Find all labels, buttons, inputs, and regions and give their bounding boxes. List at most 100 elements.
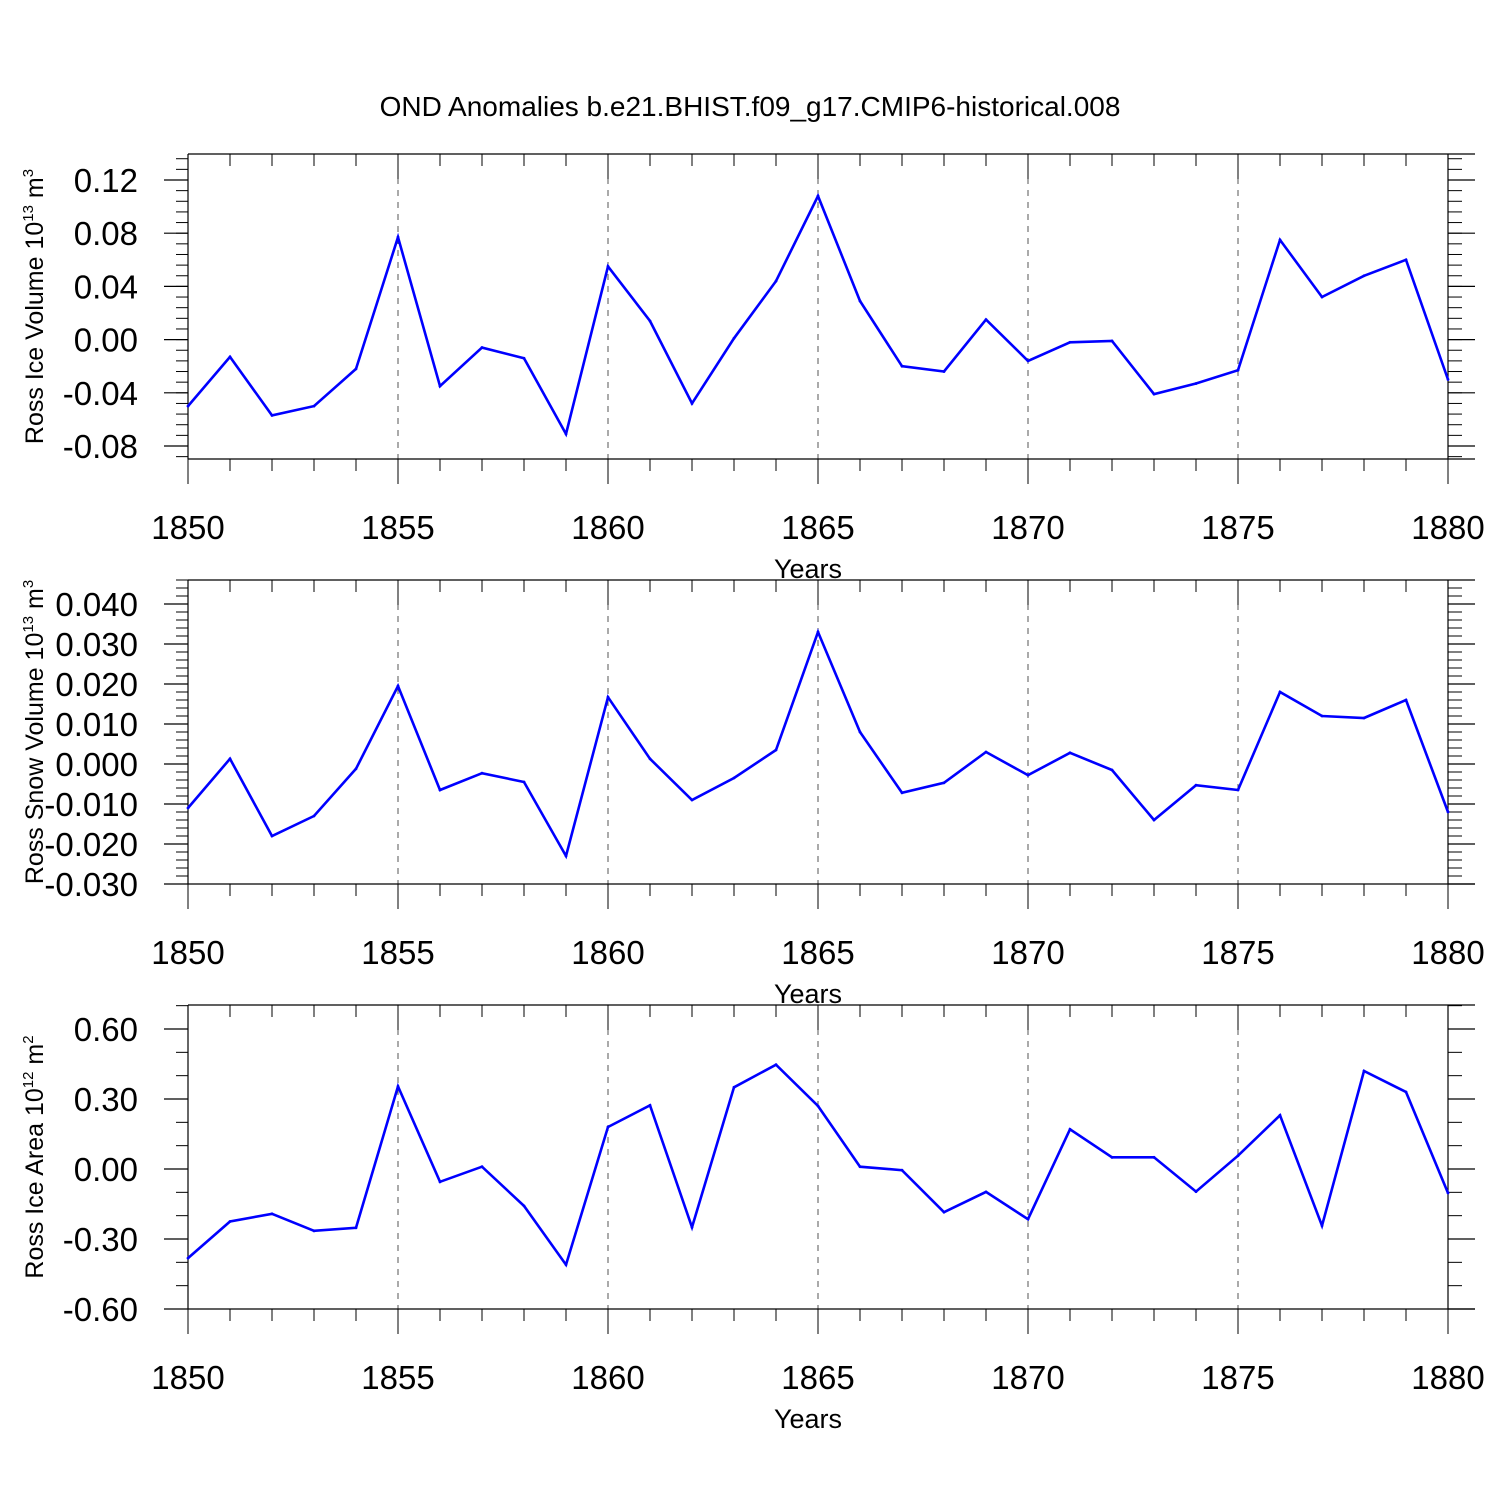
data-point	[1152, 392, 1156, 396]
data-point	[1362, 274, 1366, 278]
data-point	[984, 750, 988, 754]
y-tick-label: 0.00	[74, 322, 138, 359]
data-point	[354, 767, 358, 771]
data-point	[438, 788, 442, 792]
y-tick-label: 0.30	[74, 1081, 138, 1118]
data-point	[606, 695, 610, 699]
data-point	[1236, 368, 1240, 372]
data-point	[228, 1220, 232, 1223]
data-point	[690, 1225, 694, 1229]
y-axis-label-unit-exponent: 3	[20, 580, 37, 588]
x-tick-label: 1855	[361, 934, 434, 971]
data-point	[396, 684, 400, 688]
y-tick-label: 0.020	[55, 666, 138, 703]
x-tick-label: 1880	[1411, 509, 1484, 546]
panel-2: 1850 1855 1860 1865 1870 1875 1880Years-0.030-…	[20, 579, 1485, 1009]
data-point	[1404, 258, 1408, 262]
x-tick-label: 1880	[1411, 1359, 1484, 1396]
data-point	[1026, 359, 1030, 363]
x-tick-label: 1870	[991, 934, 1064, 971]
data-point	[900, 791, 904, 795]
panel-3: 1850 1855 1860 1865 1870 1875 1880 Years -0.60 -0…	[20, 1004, 1485, 1434]
data-point	[606, 265, 610, 268]
figure-title: OND Anomalies b.e21.BHIST.f09_g17.CMIP6-…	[380, 91, 1121, 122]
data-point	[1152, 1155, 1156, 1159]
data-point	[354, 1226, 358, 1230]
data-point	[732, 1085, 736, 1089]
data-point	[228, 355, 232, 359]
data-point	[732, 336, 736, 340]
panel-1: 1850 1855 1860 1865 1870 1875 1880 Years -0.08 -0…	[20, 153, 1485, 584]
data-point	[1110, 339, 1114, 343]
data-point	[774, 748, 778, 752]
data-point	[858, 1165, 862, 1169]
x-tick-label: 1860	[571, 509, 644, 546]
data-point	[984, 1190, 988, 1194]
data-point	[480, 771, 484, 775]
data-point	[1446, 378, 1450, 381]
y-axis-label-text: Ross Snow Volume 10	[21, 633, 49, 885]
data-point	[564, 1263, 568, 1267]
y-tick-label: 0.030	[55, 626, 138, 663]
y-axis-label: Ross Ice Volume 1013 m3	[20, 169, 49, 444]
y-tick-label: -0.60	[63, 1291, 138, 1328]
data-point	[1446, 1191, 1450, 1195]
data-point	[858, 730, 862, 734]
data-point	[522, 1204, 526, 1208]
data-point	[186, 404, 190, 408]
data-point	[942, 1210, 946, 1214]
y-axis-label-exponent: 12	[20, 1072, 37, 1089]
x-tick-label: 1870	[991, 509, 1064, 546]
x-tick-label: 1855	[361, 509, 434, 546]
x-tick-label: 1860	[571, 1359, 644, 1396]
data-point	[816, 630, 820, 634]
y-axis-label-unit-exponent: 3	[20, 169, 37, 177]
data-point	[900, 364, 904, 368]
y-tick-label: 0.08	[74, 215, 138, 252]
data-point	[564, 432, 568, 436]
y-axis-label: Ross Ice Area 1012 m2	[20, 1035, 49, 1278]
y-axis-label-exponent: 13	[20, 616, 37, 633]
x-tick-label: 1860	[571, 934, 644, 971]
y-tick-label: 0.00	[74, 1151, 138, 1188]
x-tick-label: 1865	[781, 509, 854, 546]
y-axis-label-text: Ross Ice Area 10	[21, 1088, 49, 1278]
data-point	[774, 279, 778, 283]
data-point	[312, 1229, 316, 1233]
data-point	[942, 781, 946, 785]
y-tick-label: -0.08	[63, 428, 138, 465]
data-point	[354, 367, 358, 371]
data-point	[1068, 340, 1072, 344]
data-point	[396, 235, 400, 239]
data-point	[1446, 810, 1450, 814]
data-point	[1362, 716, 1366, 720]
x-tick-label: 1850	[151, 509, 224, 546]
data-point	[942, 370, 946, 373]
data-point	[1110, 1155, 1114, 1159]
y-axis-label-unit: m	[21, 1044, 49, 1072]
y-tick-label: -0.30	[63, 1221, 138, 1258]
data-point	[270, 1212, 274, 1216]
data-point	[312, 814, 316, 818]
data-point	[1194, 1190, 1198, 1194]
x-tick-label: 1850	[151, 1359, 224, 1396]
data-point	[1236, 788, 1240, 792]
x-tick-label: 1855	[361, 1359, 434, 1396]
y-tick-label: 0.60	[74, 1011, 138, 1048]
data-point	[1152, 818, 1156, 822]
data-point	[1278, 1113, 1282, 1117]
data-point	[648, 757, 652, 761]
y-axis-label-exponent: 13	[20, 205, 37, 222]
data-point	[438, 1180, 442, 1184]
y-tick-label: -0.020	[44, 826, 138, 863]
y-tick-label: -0.04	[63, 375, 138, 412]
x-tick-label: 1875	[1201, 1359, 1274, 1396]
data-point	[1068, 751, 1072, 755]
y-axis-label-unit: m	[21, 588, 49, 616]
x-tick-label: 1875	[1201, 509, 1274, 546]
data-point	[858, 299, 862, 303]
data-point	[1320, 1224, 1324, 1228]
data-point	[438, 384, 442, 388]
data-point	[1194, 382, 1198, 385]
